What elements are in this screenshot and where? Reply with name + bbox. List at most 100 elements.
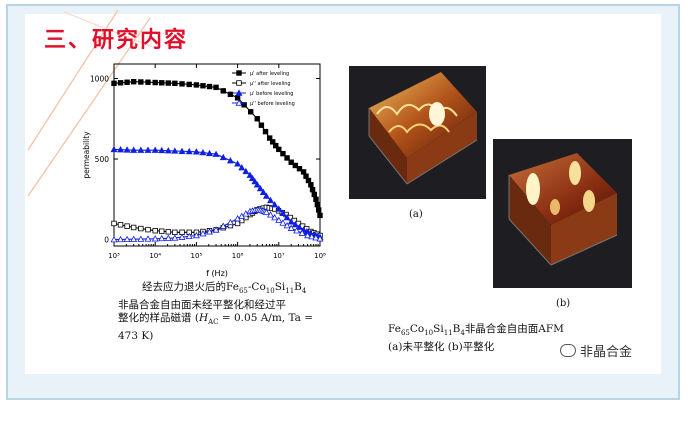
series-point-3 — [123, 235, 131, 243]
series-line-3 — [114, 209, 320, 241]
series-point-2 — [242, 167, 250, 175]
series-point-0 — [254, 116, 260, 122]
series-point-0 — [234, 95, 241, 101]
series-point-2 — [185, 147, 193, 155]
series-point-1 — [159, 228, 165, 234]
series-point-2 — [275, 205, 283, 212]
series-point-3 — [178, 233, 186, 240]
series-point-2 — [287, 218, 295, 225]
series-point-2 — [171, 147, 179, 154]
series-point-0 — [179, 81, 185, 87]
series-point-3 — [164, 234, 172, 241]
series-point-2 — [283, 213, 291, 221]
x-tick-label: 10⁷ — [273, 252, 285, 260]
legend-label-3: μ'' before leveling — [250, 101, 295, 107]
series-point-1 — [172, 229, 178, 236]
series-point-0 — [311, 191, 317, 198]
series-point-0 — [117, 80, 124, 86]
series-point-3 — [262, 208, 270, 215]
x-tick-label: 10⁵ — [191, 252, 203, 260]
legend-marker-3 — [235, 99, 243, 106]
series-point-3 — [219, 222, 227, 229]
series-point-2 — [295, 223, 303, 230]
series-point-0 — [266, 135, 273, 141]
series-point-2 — [291, 220, 299, 228]
legend-marker-2 — [235, 89, 243, 96]
series-point-0 — [206, 83, 213, 90]
x-tick-label: 10⁴ — [149, 252, 161, 260]
series-point-2 — [219, 153, 227, 161]
series-point-0 — [308, 182, 314, 188]
series-point-0 — [227, 91, 234, 98]
series-point-0 — [220, 88, 226, 94]
series-point-0 — [309, 186, 316, 193]
series-point-0 — [165, 80, 172, 86]
series-point-1 — [111, 220, 117, 227]
series-point-0 — [258, 122, 265, 128]
series-point-0 — [273, 142, 279, 149]
series-point-2 — [246, 171, 254, 178]
afm-label-b: (b) — [556, 298, 571, 309]
series-point-0 — [111, 80, 117, 87]
series-point-0 — [292, 162, 299, 169]
series-point-1 — [130, 224, 137, 231]
legend-label-1: μ'' after leveling — [250, 81, 291, 87]
series-point-3 — [130, 235, 138, 242]
series-point-2 — [238, 163, 246, 171]
series-point-2 — [158, 146, 166, 154]
series-point-0 — [213, 84, 219, 91]
series-point-2 — [267, 196, 275, 204]
series-point-0 — [288, 159, 294, 165]
series-point-3 — [271, 213, 279, 221]
afm-label-a: (a) — [409, 209, 423, 220]
series-point-0 — [130, 79, 137, 85]
series-point-1 — [124, 223, 130, 229]
series-point-3 — [110, 235, 118, 243]
afm-image-a — [349, 66, 486, 199]
series-point-0 — [138, 79, 144, 85]
series-point-2 — [279, 209, 287, 216]
series-point-3 — [293, 227, 301, 234]
watermark: 非晶合金 — [560, 341, 632, 360]
series-point-3 — [226, 218, 234, 226]
series-point-3 — [171, 234, 179, 241]
series-point-3 — [267, 211, 275, 218]
series-point-2 — [271, 201, 279, 208]
series-point-3 — [185, 232, 193, 240]
series-point-2 — [259, 188, 267, 196]
series-point-2 — [248, 174, 256, 182]
series-point-2 — [256, 184, 264, 192]
figure-caption-right: Fe65Co10Si11B4非晶合金自由面AFM (a)未平整化 (b)平整化 — [388, 323, 564, 354]
series-point-2 — [192, 148, 200, 155]
series-point-1 — [138, 225, 144, 232]
series-point-0 — [193, 82, 200, 88]
series-point-3 — [312, 234, 320, 241]
y-tick-label: 500 — [95, 155, 110, 164]
series-point-0 — [262, 128, 269, 135]
series-point-3 — [287, 224, 295, 231]
series-point-0 — [152, 79, 158, 86]
series-point-0 — [200, 83, 206, 89]
series-point-1 — [117, 222, 124, 228]
slide-title: 三、研究内容 — [44, 27, 189, 53]
series-point-0 — [124, 79, 130, 85]
series-point-3 — [117, 235, 125, 243]
series-point-2 — [199, 148, 207, 156]
x-axis-label: f (Hz) — [206, 269, 228, 278]
series-point-3 — [298, 229, 306, 236]
wechat-icon — [560, 344, 576, 357]
y-tick-label: 1000 — [90, 74, 109, 83]
series-point-2 — [262, 192, 270, 199]
series-point-3 — [144, 235, 152, 242]
plot-frame — [113, 63, 321, 247]
series-point-3 — [192, 231, 200, 239]
series-point-2 — [151, 146, 159, 153]
series-point-0 — [276, 146, 282, 153]
series-point-2 — [253, 181, 261, 188]
x-tick-label: 10⁸ — [314, 252, 326, 260]
series-point-1 — [152, 227, 158, 234]
series-point-3 — [212, 226, 220, 233]
legend-label-0: μ' after leveling — [250, 71, 289, 77]
series-point-0 — [186, 81, 192, 88]
series-point-0 — [248, 109, 254, 115]
